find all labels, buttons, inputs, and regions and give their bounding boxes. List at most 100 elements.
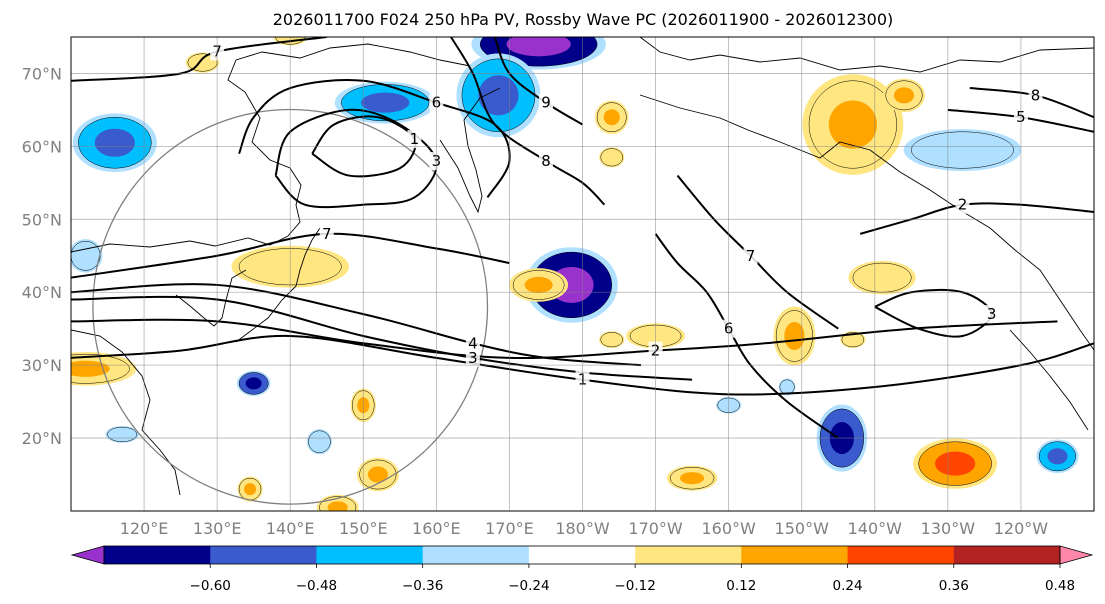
pv-contour-label-bg bbox=[407, 130, 422, 149]
pv-contour-label: 7 bbox=[746, 247, 756, 265]
pv-contour-label-bg bbox=[465, 348, 480, 367]
pv-contour-label: 1 bbox=[410, 130, 420, 148]
pv-contour-line bbox=[493, 37, 584, 126]
colorbar-ticks: −0.60 −0.48 −0.36 −0.24 −0.12 0.12 0.24 0.36 0.4… bbox=[190, 564, 1075, 594]
figure-title: 2026011700 F024 250 hPa PV, Rossby Wave … bbox=[273, 10, 894, 29]
pv-contour-line bbox=[71, 232, 510, 279]
pv-contour-label-bg bbox=[538, 93, 553, 112]
colorbar-extend-low bbox=[70, 545, 105, 565]
coastline-arctic bbox=[639, 37, 1094, 73]
pv-anomaly-core bbox=[94, 128, 135, 157]
gridlines bbox=[71, 37, 1094, 511]
colorbar-tick-label: −0.12 bbox=[614, 578, 655, 594]
pv-anomaly-core bbox=[524, 276, 553, 293]
latitude-label: 60°N bbox=[22, 137, 62, 156]
coastline-asia bbox=[71, 43, 471, 253]
longitude-label: 180°W bbox=[555, 519, 610, 538]
longitude-label: 130°E bbox=[193, 519, 242, 538]
coastline-alaska bbox=[639, 94, 1094, 351]
coastlines bbox=[71, 37, 1094, 496]
longitude-label: 170°E bbox=[485, 519, 534, 538]
pv-anomaly-core bbox=[245, 377, 262, 390]
pv-contour-line bbox=[71, 318, 1058, 360]
colorbar bbox=[70, 545, 1094, 565]
longitude-labels: 120°E 130°E 140°E 150°E 160°E 170°E 180°W 170°W… bbox=[120, 519, 1049, 538]
colorbar-tick-label: 0.48 bbox=[1045, 578, 1075, 594]
pv-anomaly-core bbox=[828, 100, 877, 149]
colorbar-bin bbox=[528, 546, 636, 564]
pv-contour-label: 8 bbox=[1031, 86, 1041, 104]
pv-anomaly-area bbox=[779, 379, 795, 395]
map-frame bbox=[70, 36, 1095, 512]
colorbar-bin bbox=[422, 546, 530, 564]
pv-contour-label-bg bbox=[984, 305, 999, 324]
pv-contour-label-bg bbox=[955, 195, 970, 214]
pv-contour-label-bg bbox=[1028, 86, 1043, 105]
longitude-label: 130°W bbox=[921, 519, 976, 538]
longitude-label: 160°E bbox=[412, 519, 461, 538]
longitude-label: 150°E bbox=[339, 519, 388, 538]
colorbar-tick-label: −0.60 bbox=[190, 578, 231, 594]
longitude-label: 120°W bbox=[994, 519, 1049, 538]
pv-anomaly-core bbox=[367, 466, 388, 483]
pv-anomaly-core bbox=[478, 75, 519, 116]
pv-anomaly-core bbox=[361, 92, 410, 113]
colorbar-tick-label: 0.36 bbox=[939, 578, 969, 594]
colorbar-bin bbox=[953, 546, 1061, 564]
pv-contour-label: 9 bbox=[541, 94, 551, 112]
pv-anomaly-core bbox=[893, 87, 915, 104]
pv-anomaly-core bbox=[1047, 448, 1068, 465]
pv-contour-line bbox=[450, 37, 606, 206]
pv-contour-label-bg bbox=[465, 334, 480, 353]
pv-contour-label: 3 bbox=[987, 305, 997, 323]
pv-anomaly-core bbox=[327, 501, 348, 511]
pv-anomaly-core bbox=[680, 472, 705, 485]
pv-anomaly-area bbox=[71, 240, 101, 271]
longitude-label: 140°W bbox=[848, 519, 903, 538]
pv-anomaly-area bbox=[308, 430, 331, 453]
colorbar-extend-high bbox=[1059, 545, 1094, 565]
coastline-baja bbox=[1009, 329, 1089, 431]
colorbar-tick-label: 0.12 bbox=[726, 578, 756, 594]
colorbar-bin bbox=[210, 546, 317, 564]
colorbar-bin bbox=[316, 546, 424, 564]
pv-anomaly-core bbox=[603, 109, 620, 126]
pv-anomaly-core bbox=[784, 321, 805, 351]
longitude-label: 170°W bbox=[628, 519, 683, 538]
pv-anomaly-area bbox=[841, 332, 865, 348]
pv-anomaly-core bbox=[935, 451, 976, 476]
latitude-label: 50°N bbox=[22, 210, 62, 229]
pv-contour-label-bg bbox=[743, 246, 758, 265]
colorbar-tick-label: −0.24 bbox=[508, 578, 549, 594]
pv-anomaly-area bbox=[107, 426, 138, 442]
pv-anomaly-area bbox=[852, 262, 912, 293]
pv-contour-line bbox=[71, 37, 327, 82]
colorbar-bin bbox=[104, 546, 211, 564]
latitude-labels: 70°N 60°N 50°N 40°N 30°N 20°N bbox=[22, 64, 62, 448]
colorbar-tick-label: −0.36 bbox=[402, 578, 443, 594]
pv-anomaly-area bbox=[600, 148, 623, 167]
pv-contour-label: 4 bbox=[468, 334, 478, 352]
latitude-label: 30°N bbox=[22, 356, 62, 375]
colorbar-bin bbox=[741, 546, 849, 564]
pv-anomaly-core bbox=[243, 483, 257, 496]
latitude-label: 40°N bbox=[22, 283, 62, 302]
longitude-label: 160°W bbox=[701, 519, 756, 538]
longitude-label: 150°W bbox=[775, 519, 830, 538]
pv-contour-label: 7 bbox=[322, 225, 332, 243]
pv-anomaly-area bbox=[911, 131, 1014, 169]
colorbar-tick-label: −0.48 bbox=[296, 578, 337, 594]
latitude-label: 20°N bbox=[22, 429, 62, 448]
latitude-label: 70°N bbox=[22, 64, 62, 83]
pv-contour-label-bg bbox=[538, 151, 553, 170]
pv-contour-label: 2 bbox=[958, 196, 968, 214]
pv-anomaly-core bbox=[506, 37, 571, 57]
colorbar-frame bbox=[103, 545, 1061, 565]
longitude-label: 140°E bbox=[266, 519, 315, 538]
longitude-label: 120°E bbox=[120, 519, 169, 538]
colorbar-bin bbox=[635, 546, 742, 564]
pv-contour-label-bg bbox=[319, 224, 334, 243]
pv-anomaly-area bbox=[600, 332, 623, 348]
